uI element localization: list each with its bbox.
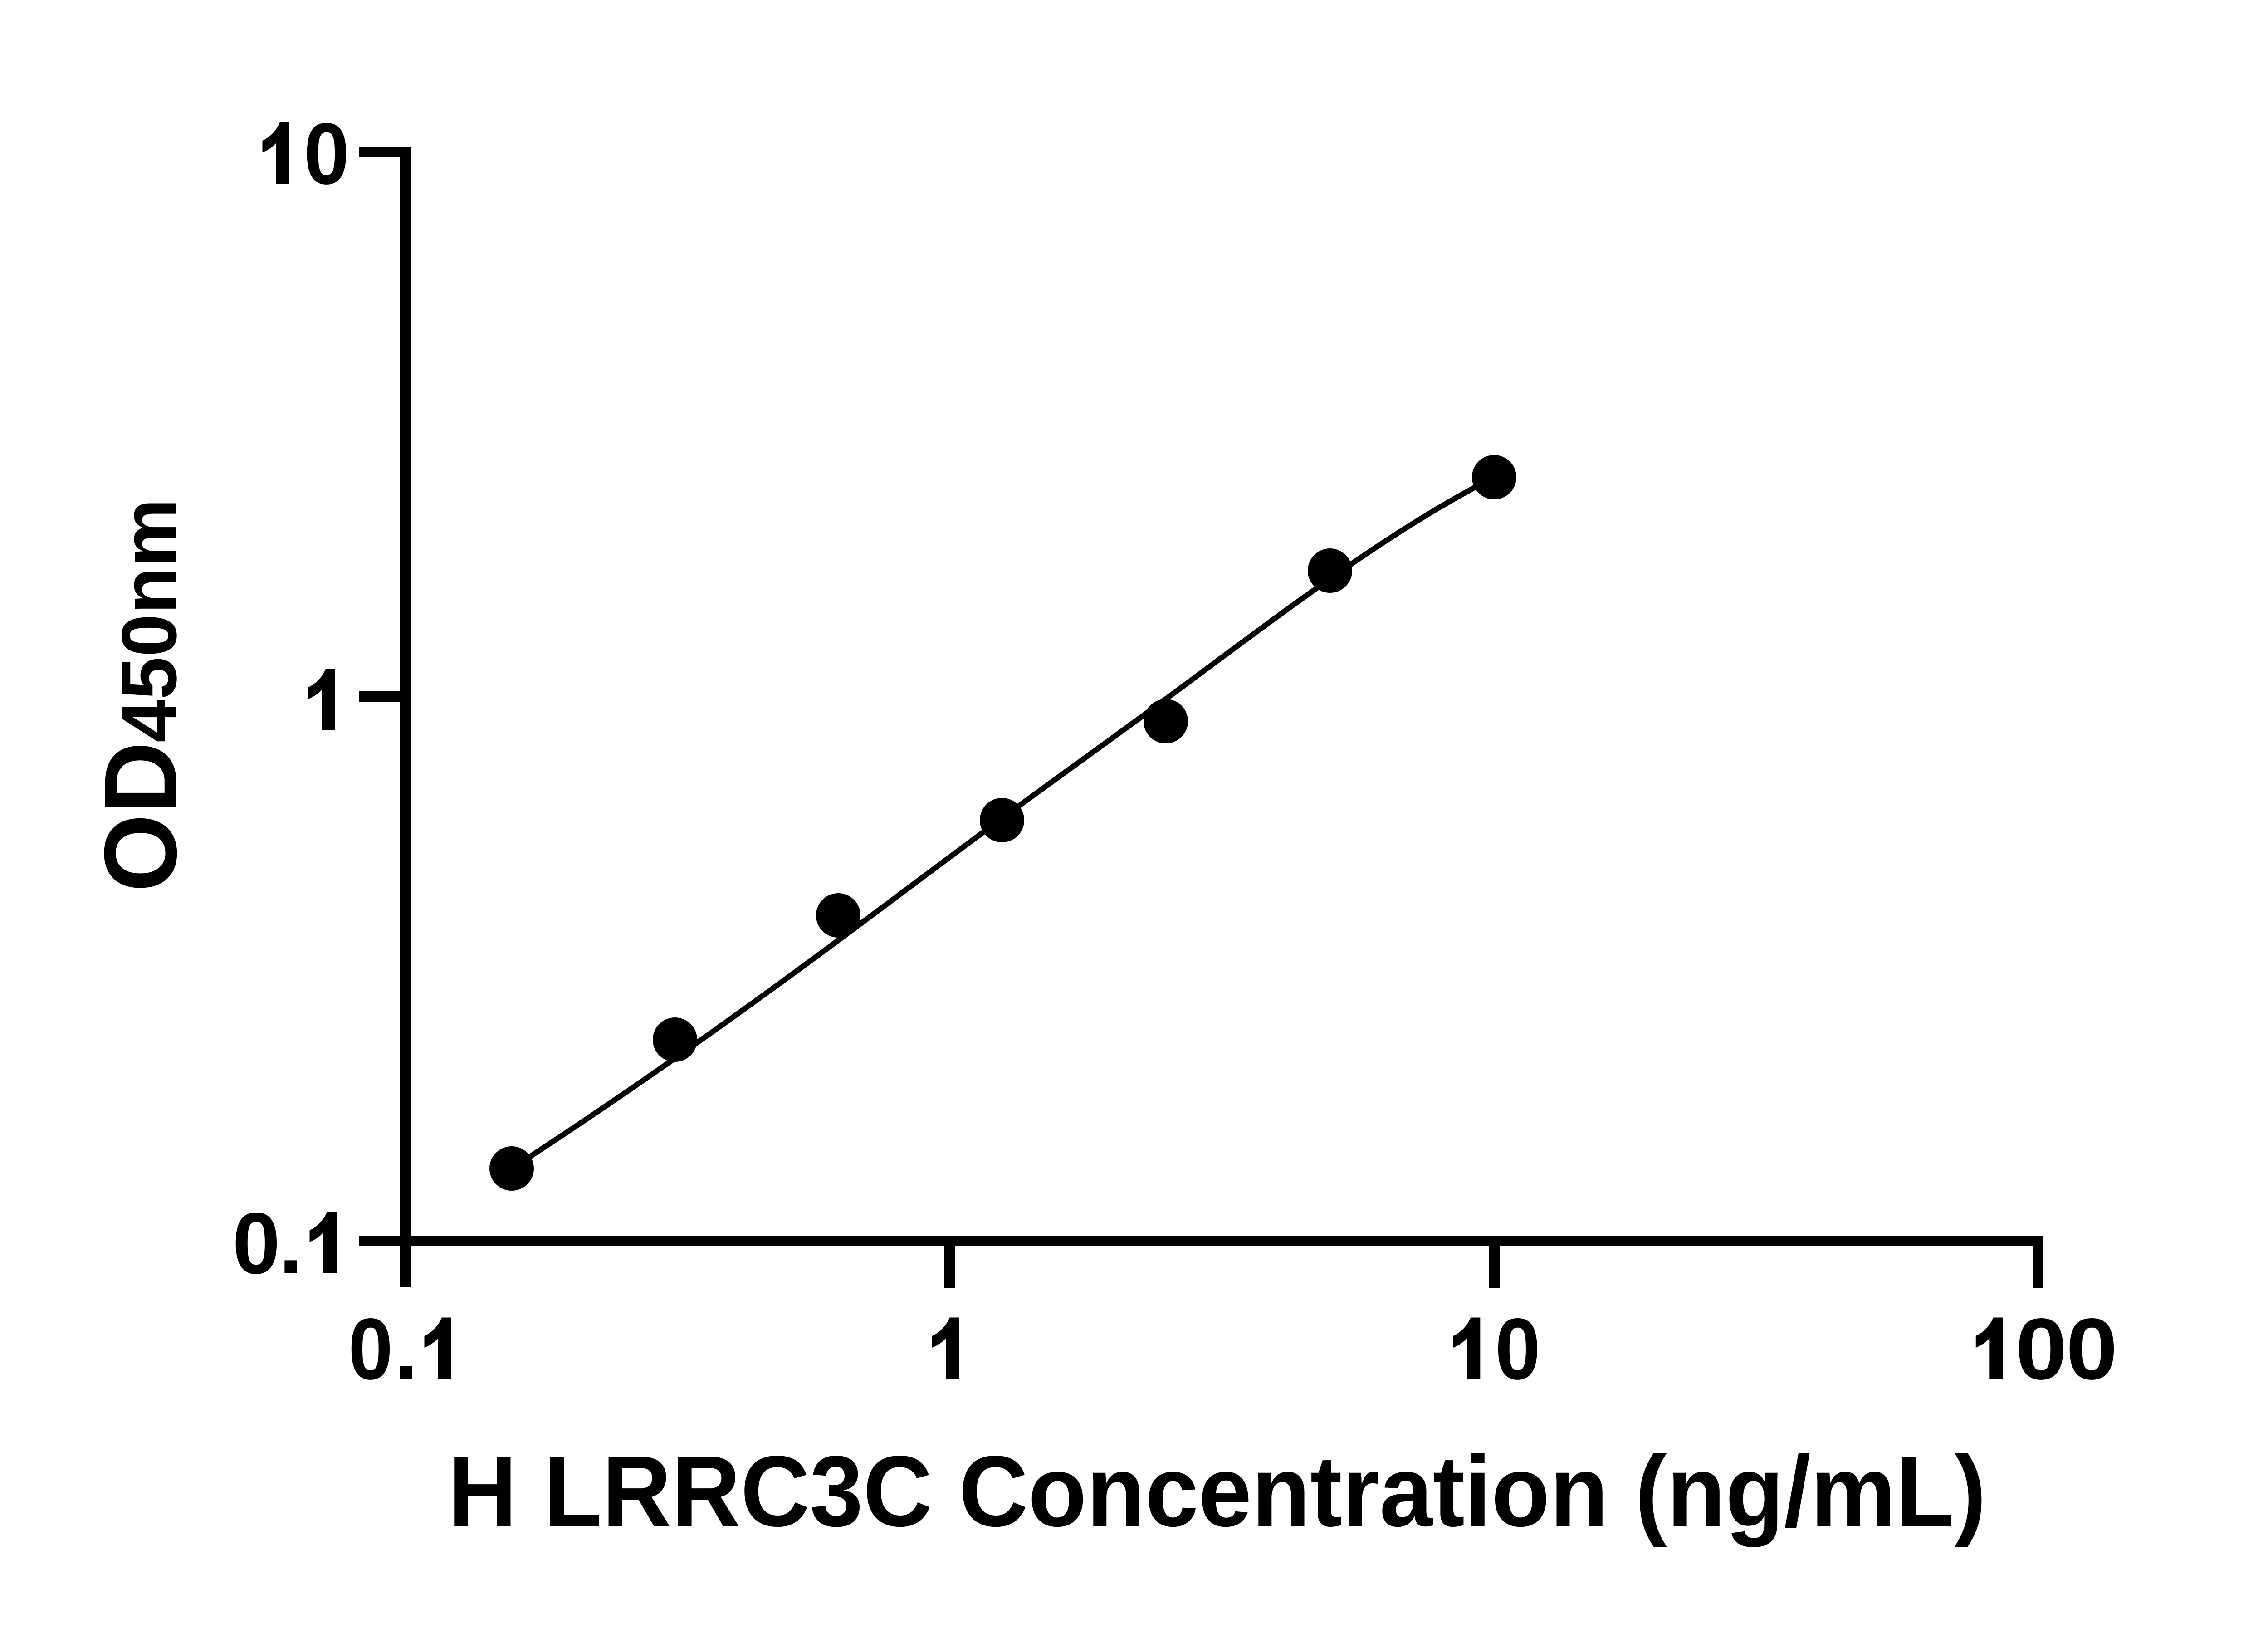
svg-text:0: 0 bbox=[232, 1195, 280, 1292]
svg-text:450nm: 450nm bbox=[106, 499, 193, 743]
svg-text:0: 0 bbox=[348, 1301, 393, 1398]
svg-text:0: 0 bbox=[304, 105, 350, 202]
svg-text:0: 0 bbox=[2015, 1301, 2067, 1398]
svg-text:0: 0 bbox=[2066, 1301, 2118, 1398]
svg-text:OD: OD bbox=[83, 742, 198, 892]
svg-text:H LRRC3C Concentration (ng/mL): H LRRC3C Concentration (ng/mL) bbox=[448, 1435, 1986, 1547]
svg-text:.: . bbox=[394, 1300, 418, 1398]
svg-text:0: 0 bbox=[1495, 1301, 1540, 1398]
svg-text:.: . bbox=[279, 1194, 303, 1292]
